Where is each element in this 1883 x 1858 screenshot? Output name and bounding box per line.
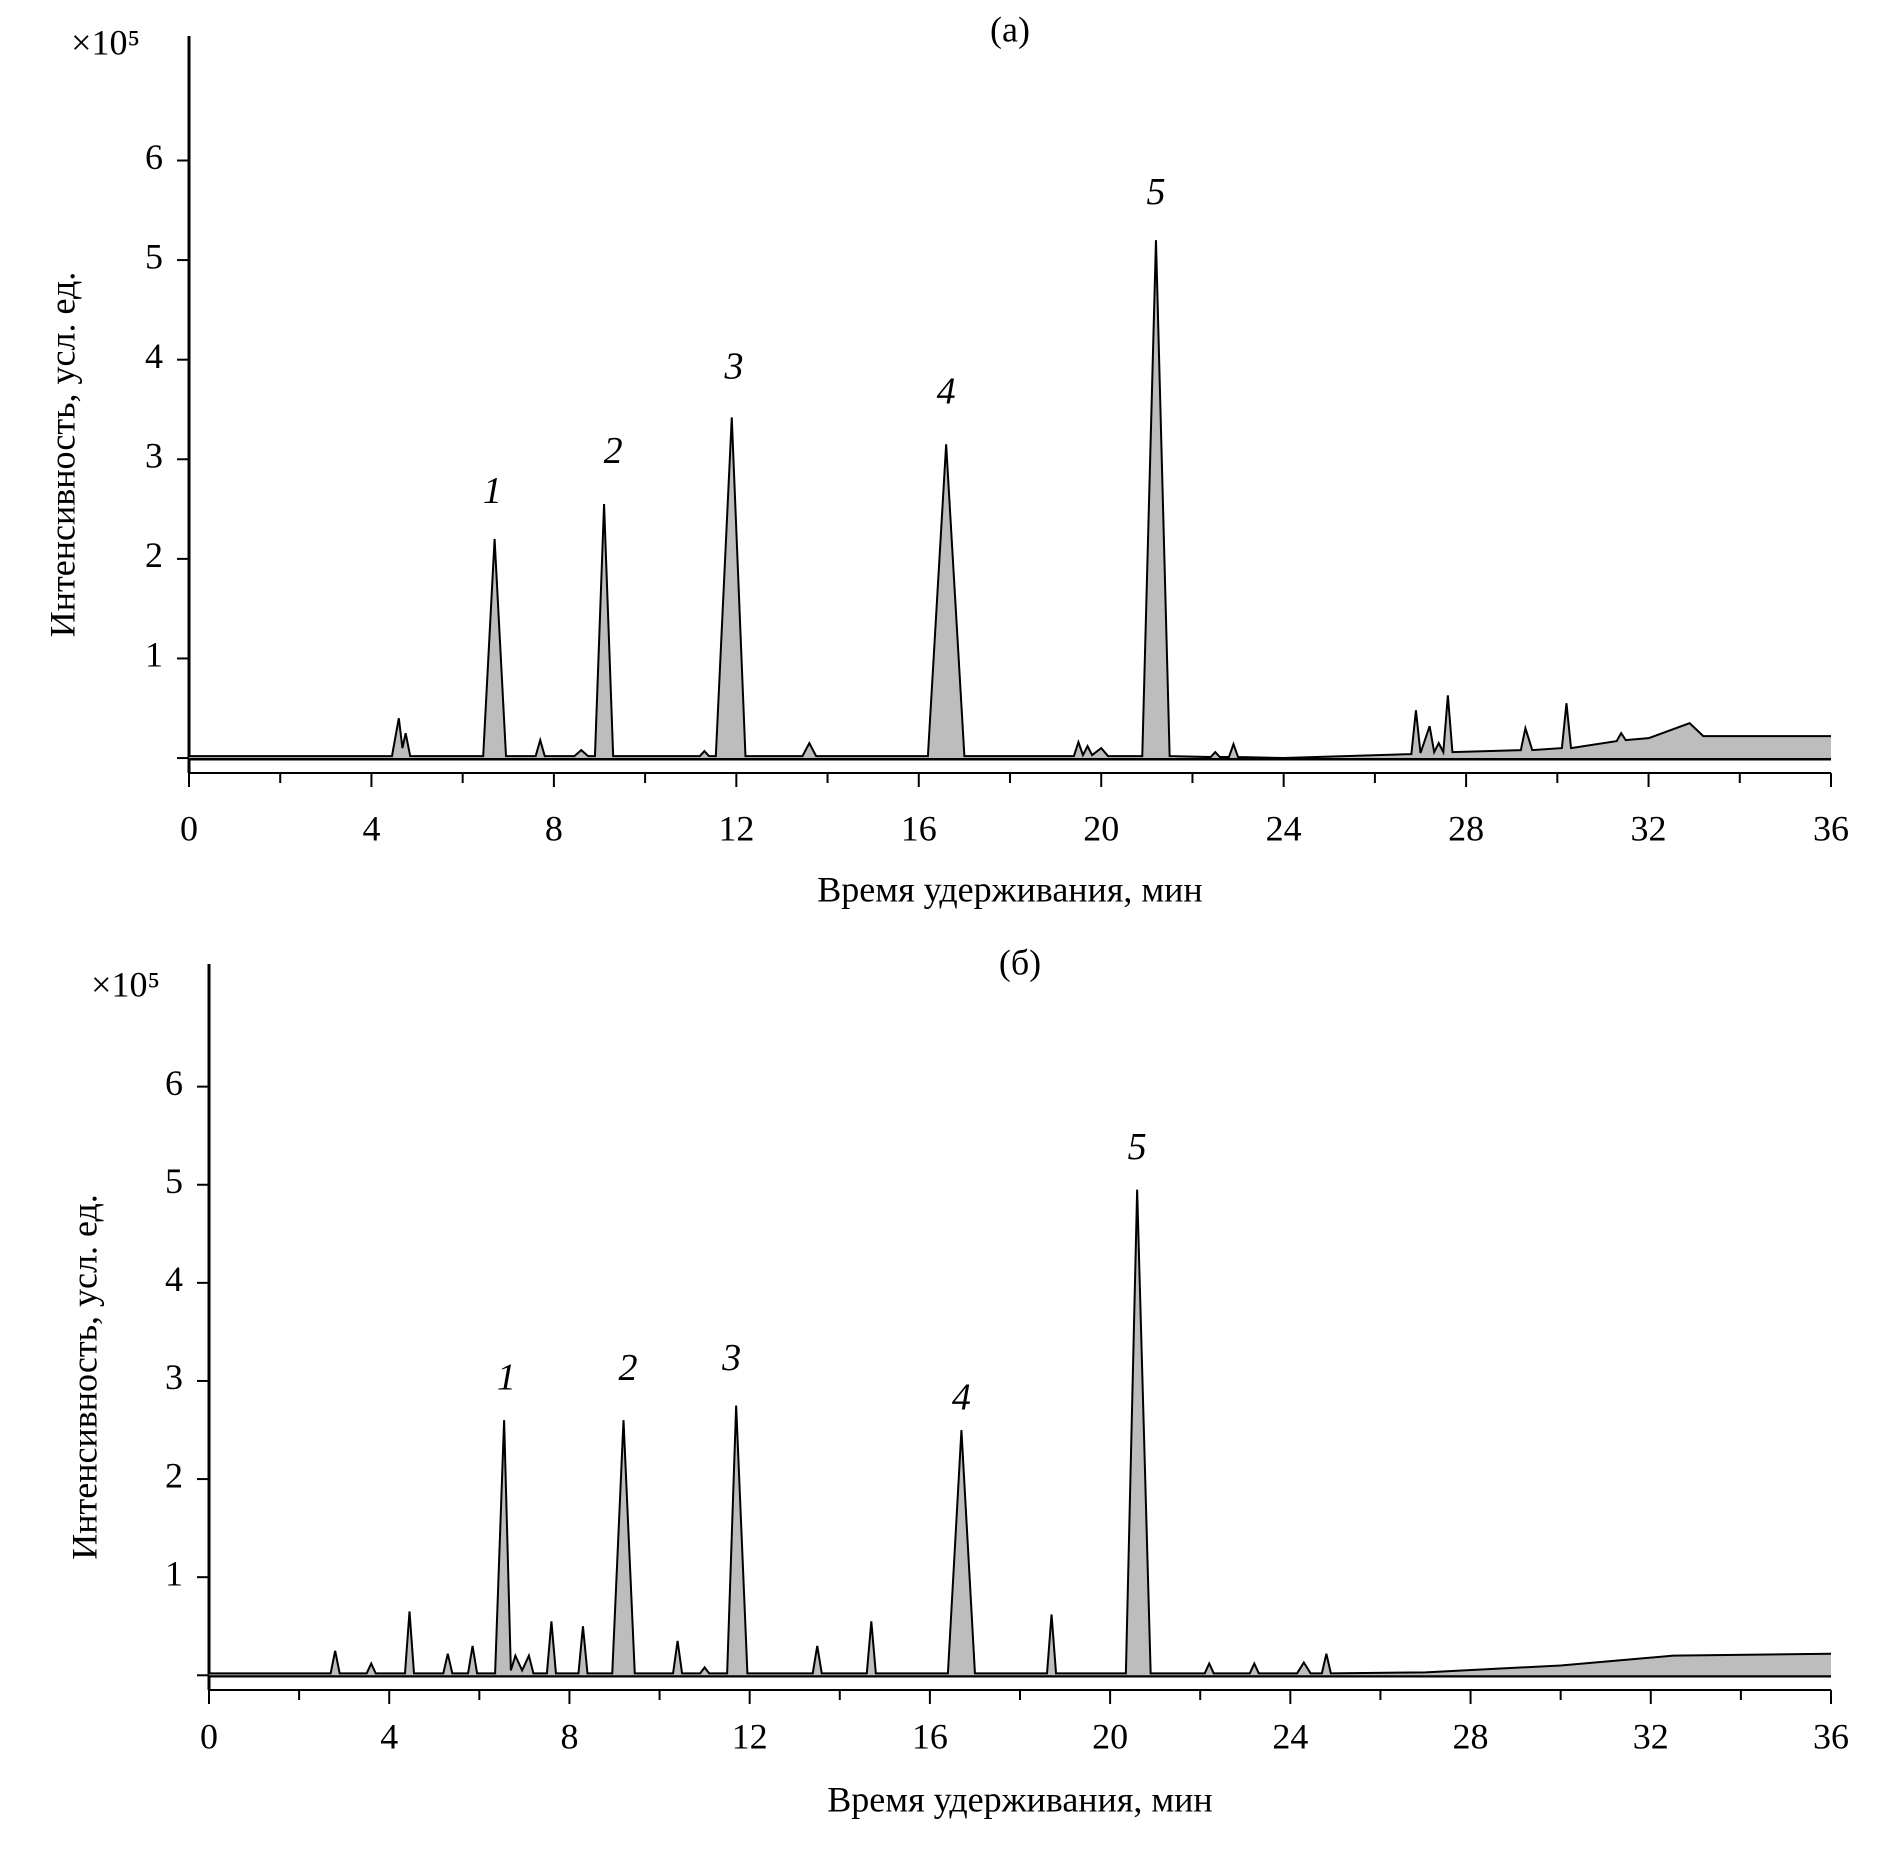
peak-label: 1 (483, 470, 502, 512)
x-tick-label: 16 (912, 1716, 948, 1756)
peak-label: 3 (721, 1337, 741, 1379)
y-tick-label: 5 (165, 1161, 183, 1201)
peak-label: 1 (497, 1357, 516, 1399)
x-tick-label: 4 (362, 808, 380, 848)
chart-title: (а) (990, 9, 1030, 49)
x-tick-label: 16 (901, 808, 937, 848)
x-tick-label: 12 (718, 808, 754, 848)
x-tick-label: 8 (545, 808, 563, 848)
x-tick-label: 28 (1448, 808, 1484, 848)
peak-area (209, 1189, 1831, 1676)
chart-title: (б) (999, 942, 1041, 982)
x-tick-label: 36 (1813, 808, 1849, 848)
y-tick-label: 2 (165, 1455, 183, 1495)
y-tick-label: 4 (165, 1259, 183, 1299)
x-tick-label: 32 (1631, 808, 1667, 848)
y-tick-label: 4 (145, 336, 163, 376)
chromatogram-line (209, 1189, 1832, 1675)
y-tick-label: 6 (165, 1063, 183, 1103)
x-axis-label: Время удерживания, мин (827, 1779, 1212, 1819)
peak-label: 2 (604, 430, 623, 472)
peak-label: 4 (952, 1376, 971, 1418)
x-tick-label: 32 (1633, 1716, 1669, 1756)
scale-label: ×10⁵ (71, 22, 140, 62)
x-tick-label: 0 (200, 1716, 218, 1756)
chromatogram-line (189, 240, 1831, 760)
x-tick-label: 4 (380, 1716, 398, 1756)
y-axis-label: Интенсивность, усл. ед. (42, 272, 82, 638)
peak-label: 2 (619, 1347, 638, 1389)
peak-area (189, 240, 1831, 759)
scale-label: ×10⁵ (91, 964, 160, 1004)
x-tick-label: 0 (180, 808, 198, 848)
x-tick-label: 36 (1813, 1716, 1849, 1756)
x-tick-label: 20 (1092, 1716, 1128, 1756)
y-axis-label: Интенсивность, усл. ед. (64, 1194, 104, 1560)
x-tick-label: 20 (1083, 808, 1119, 848)
peak-label: 5 (1128, 1126, 1147, 1168)
x-tick-label: 12 (732, 1716, 768, 1756)
x-tick-label: 28 (1453, 1716, 1489, 1756)
peak-label: 5 (1146, 171, 1165, 213)
y-tick-label: 6 (145, 137, 163, 177)
peak-label: 4 (937, 370, 956, 412)
x-tick-label: 8 (560, 1716, 578, 1756)
x-tick-label: 24 (1272, 1716, 1308, 1756)
x-tick-label: 24 (1266, 808, 1302, 848)
y-tick-label: 3 (145, 436, 163, 476)
peak-label: 3 (724, 345, 744, 387)
y-tick-label: 2 (145, 535, 163, 575)
y-tick-label: 1 (165, 1553, 183, 1593)
y-tick-label: 5 (145, 236, 163, 276)
y-tick-label: 1 (145, 635, 163, 675)
x-axis-label: Время удерживания, мин (817, 869, 1202, 909)
y-tick-label: 3 (165, 1357, 183, 1397)
